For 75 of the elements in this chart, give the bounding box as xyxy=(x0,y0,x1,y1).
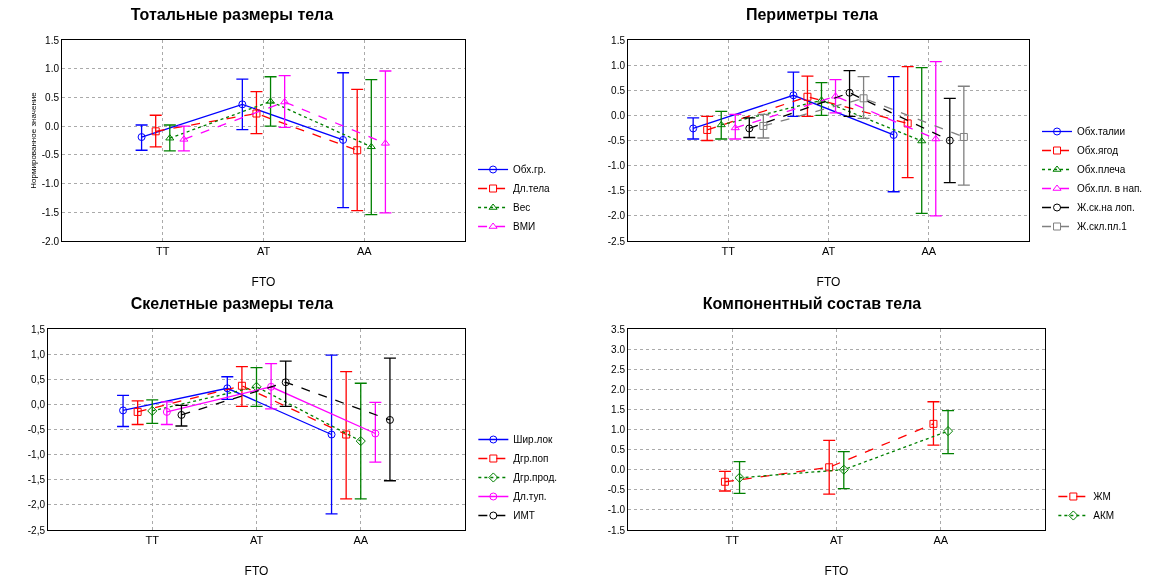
legend-label: Вес xyxy=(513,202,531,214)
x-tick-label: AT xyxy=(249,534,264,547)
legend-label: Дгр.поп xyxy=(513,453,549,465)
y-tick-label: -2,5 xyxy=(27,524,46,536)
x-tick-label: AA xyxy=(933,534,949,547)
x-tick-label: AA xyxy=(356,245,373,258)
y-tick-label: 2.5 xyxy=(611,363,626,375)
x-tick-label: TT xyxy=(156,245,170,258)
legend-label: Дл.тела xyxy=(513,183,550,195)
legend-label: Обх.талии xyxy=(1077,126,1126,138)
y-tick-label: 0.0 xyxy=(611,464,626,476)
y-tick-label: -0,5 xyxy=(27,424,46,435)
y-tick-label: 1,5 xyxy=(31,323,46,335)
x-axis-title: FTO xyxy=(244,564,269,578)
y-tick-label: -0.5 xyxy=(41,149,60,161)
y-tick-label: -0.5 xyxy=(607,484,626,496)
y-tick-label: 1.0 xyxy=(611,424,626,435)
y-tick-label: -2.5 xyxy=(607,235,626,247)
y-tick-label: 0.5 xyxy=(611,84,626,96)
y-tick-label: 1.0 xyxy=(611,59,626,71)
y-tick-label: 0.5 xyxy=(611,444,626,456)
legend-label: ВМИ xyxy=(513,221,536,233)
legend-label: ИМТ xyxy=(513,510,535,522)
chart-title: Компонентный состав тела xyxy=(702,294,922,312)
legend-label: Обх.ягод xyxy=(1077,145,1119,157)
y-tick-label: -1.5 xyxy=(607,185,626,197)
y-tick-label: 0.0 xyxy=(611,109,626,121)
y-tick-label: -1,0 xyxy=(27,449,46,461)
y-tick-label: 0.5 xyxy=(45,91,60,103)
legend-label: Ж.ск.на лоп. xyxy=(1077,202,1135,214)
y-tick-label: -1.0 xyxy=(607,504,626,516)
y-tick-label: 1,0 xyxy=(31,348,46,360)
x-axis-title: FTO xyxy=(251,275,276,289)
legend-label: Дл.туп. xyxy=(513,491,547,503)
x-tick-label: TT xyxy=(725,534,740,547)
y-tick-label: -2.0 xyxy=(41,235,60,247)
legend-label: Шир.лок xyxy=(513,434,553,446)
y-tick-label: 1.0 xyxy=(45,63,60,75)
y-tick-label: -1.5 xyxy=(41,206,60,218)
y-tick-label: -1.0 xyxy=(41,178,60,190)
x-tick-label: TT xyxy=(721,245,736,258)
chart-title: Скелетные размеры тела xyxy=(130,294,334,312)
y-tick-label: 0,0 xyxy=(31,398,46,410)
y-tick-label: 3.0 xyxy=(611,343,626,355)
y-tick-label: -2,0 xyxy=(27,499,46,511)
y-tick-label: 1.5 xyxy=(45,34,60,46)
chart-title: Периметры тела xyxy=(745,5,879,23)
y-tick-label: -0.5 xyxy=(607,135,626,146)
legend-label: Ж.скл.пл.1 xyxy=(1077,221,1128,233)
y-tick-label: 1.5 xyxy=(611,403,626,415)
x-tick-label: TT xyxy=(145,534,160,547)
y-tick-label: -1,5 xyxy=(27,474,46,486)
x-tick-label: AT xyxy=(821,245,836,258)
y-axis-title: Нормированное значение xyxy=(29,91,38,189)
legend-label: Обх.пл. в нап. xyxy=(1077,183,1143,195)
legend-label: Обх.гр. xyxy=(513,164,547,176)
legend-label: Обх.плеча xyxy=(1077,164,1126,176)
y-tick-label: -1.5 xyxy=(607,524,626,536)
x-tick-label: AA xyxy=(921,245,937,258)
y-tick-label: -1.0 xyxy=(607,160,626,172)
y-tick-label: 3.5 xyxy=(611,323,626,335)
x-tick-label: AT xyxy=(829,534,844,547)
y-tick-label: 2.0 xyxy=(611,383,626,395)
y-tick-label: 0,5 xyxy=(31,373,46,385)
x-axis-title: FTO xyxy=(816,275,841,289)
chart-title: Тотальные размеры тела xyxy=(130,5,334,23)
x-tick-label: AT xyxy=(256,245,271,258)
x-tick-label: AA xyxy=(353,534,369,547)
legend-label: ЖМ xyxy=(1093,491,1111,503)
legend-label: Дгр.прод. xyxy=(513,472,558,484)
legend-label: АКМ xyxy=(1093,510,1115,522)
x-axis-title: FTO xyxy=(824,564,849,578)
y-tick-label: -2.0 xyxy=(607,210,626,222)
y-tick-label: 0.0 xyxy=(45,120,60,132)
y-tick-label: 1.5 xyxy=(611,34,626,46)
